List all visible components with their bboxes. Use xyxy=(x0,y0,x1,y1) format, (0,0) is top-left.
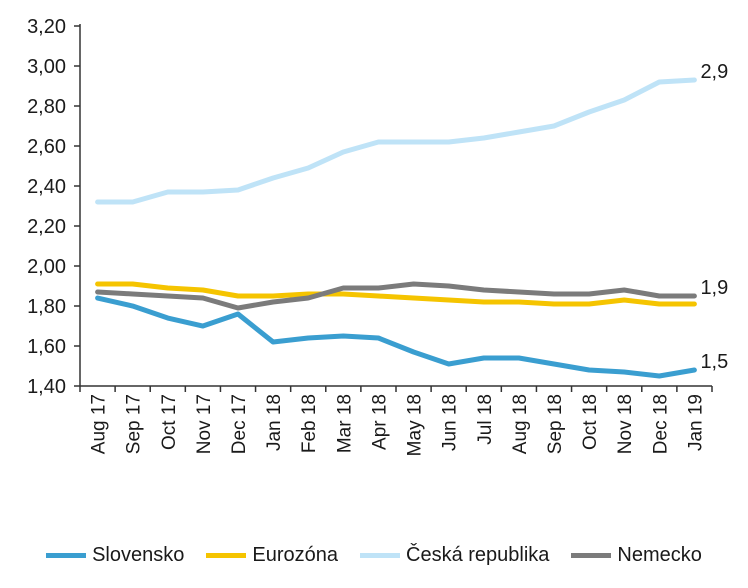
legend-label: Česká republika xyxy=(406,543,550,566)
legend-swatch xyxy=(46,552,87,558)
legend: Slovensko Eurozóna Česká republika Nemecko xyxy=(0,540,748,570)
series-line-ceska-republika xyxy=(95,77,697,205)
legend-swatch xyxy=(206,552,247,558)
legend-item: Nemecko xyxy=(571,543,702,567)
y-tick-label: 1,40 xyxy=(27,376,66,398)
x-tick-label: Nov 18 xyxy=(615,394,636,454)
legend-label: Nemecko xyxy=(617,543,702,566)
end-value-label: 1,9 xyxy=(700,277,728,299)
legend-swatch xyxy=(571,552,612,558)
y-tick-label: 2,60 xyxy=(27,136,66,158)
series-line-slovensko xyxy=(95,295,697,379)
legend-label: Slovensko xyxy=(92,543,185,566)
x-tick-label: Mar 18 xyxy=(334,394,355,453)
x-tick-label: Jul 18 xyxy=(475,394,496,445)
y-tick-label: 2,40 xyxy=(27,176,66,198)
legend-item: Česká republika xyxy=(360,544,549,567)
series-line-nemecko xyxy=(95,281,697,311)
x-tick-label: Dec 17 xyxy=(229,394,250,454)
y-tick-label: 2,20 xyxy=(27,216,66,238)
legend-label: Eurozóna xyxy=(252,543,338,566)
x-tick-label: Jan 19 xyxy=(685,394,706,451)
y-tick-label: 3,00 xyxy=(27,56,66,78)
x-tick-label: Sep 17 xyxy=(124,394,145,454)
x-tick-label: Aug 17 xyxy=(89,394,110,454)
x-tick-label: Aug 18 xyxy=(510,394,531,454)
legend-item: Eurozóna xyxy=(206,544,338,567)
legend-item: Slovensko xyxy=(46,544,184,567)
end-value-label: 1,5 xyxy=(700,351,728,373)
end-value-label: 2,9 xyxy=(700,61,728,83)
x-tick-label: Apr 18 xyxy=(369,394,390,450)
line-chart: 1,40 1,60 1,80 2,00 2,20 2,40 2,60 2,80 3,00 3,20… xyxy=(27,16,728,456)
x-tick-label: Jan 18 xyxy=(264,394,285,451)
y-tick-label: 2,00 xyxy=(27,256,66,278)
x-tick-label: May 18 xyxy=(405,394,426,456)
x-tick-label: Jun 18 xyxy=(440,394,461,451)
y-tick-label: 1,80 xyxy=(27,296,66,318)
x-tick-label: Nov 17 xyxy=(194,394,215,454)
y-tick-label: 1,60 xyxy=(27,336,66,358)
x-tick-label: Feb 18 xyxy=(299,394,320,453)
legend-swatch xyxy=(360,552,400,558)
x-tick-label: Dec 18 xyxy=(650,394,671,454)
x-tick-label: Oct 17 xyxy=(159,394,180,450)
series-line-eurozona xyxy=(95,281,697,307)
y-tick-label: 2,80 xyxy=(27,96,66,118)
x-tick-label: Oct 18 xyxy=(580,394,601,450)
y-tick-label: 3,20 xyxy=(27,16,66,38)
x-tick-label: Sep 18 xyxy=(545,394,566,454)
